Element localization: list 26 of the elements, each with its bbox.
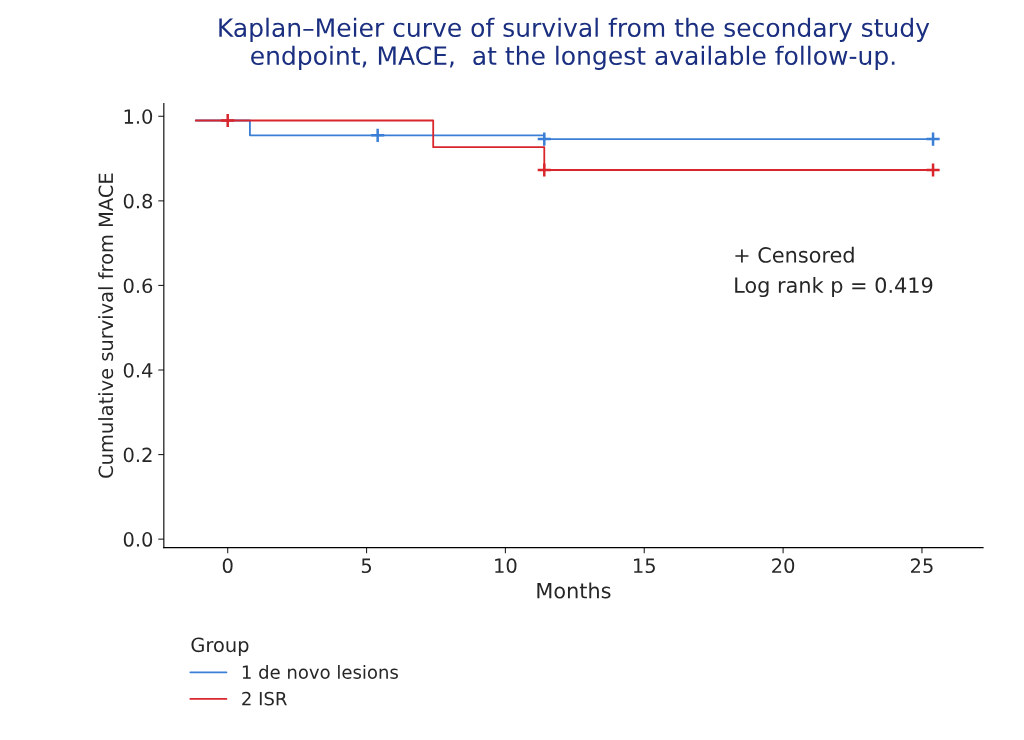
y-tick-label: 0.2 <box>123 447 152 463</box>
x-tick-label: 5 <box>361 558 372 574</box>
x-axis-title: Months <box>537 582 611 599</box>
y-tick-label: 1.0 <box>124 109 153 124</box>
x-tick-label: 10 <box>495 558 517 574</box>
x-tick-label: 20 <box>772 558 795 574</box>
x-tick-label: 0 <box>222 558 233 574</box>
legend-label: 2 ISR <box>242 691 287 706</box>
y-tick-label: 0.0 <box>123 532 153 547</box>
point <box>369 127 386 144</box>
legend-label: 1 de novo lesions <box>242 664 398 679</box>
x-tick-label: 15 <box>634 558 655 574</box>
y-tick-label: 0.4 <box>123 362 153 378</box>
y-axis-title: Cumulative survival from MACE <box>98 173 114 478</box>
annotation: Log rank p = 0.419 <box>735 276 933 298</box>
legend-title: Group <box>191 637 249 656</box>
point <box>536 131 553 147</box>
x-tick-label: 25 <box>911 558 933 574</box>
point <box>925 131 941 147</box>
y-tick-label: 0.8 <box>123 193 153 209</box>
annotation: + Censored <box>735 246 854 263</box>
y-tick-label: 0.6 <box>123 278 153 294</box>
point <box>536 162 553 178</box>
point <box>219 112 236 129</box>
chart-title: Kaplan–Meier curve of survival from the secondary study endpoint, MACE, at the longest available follow-up. <box>219 17 930 70</box>
point <box>925 162 941 178</box>
